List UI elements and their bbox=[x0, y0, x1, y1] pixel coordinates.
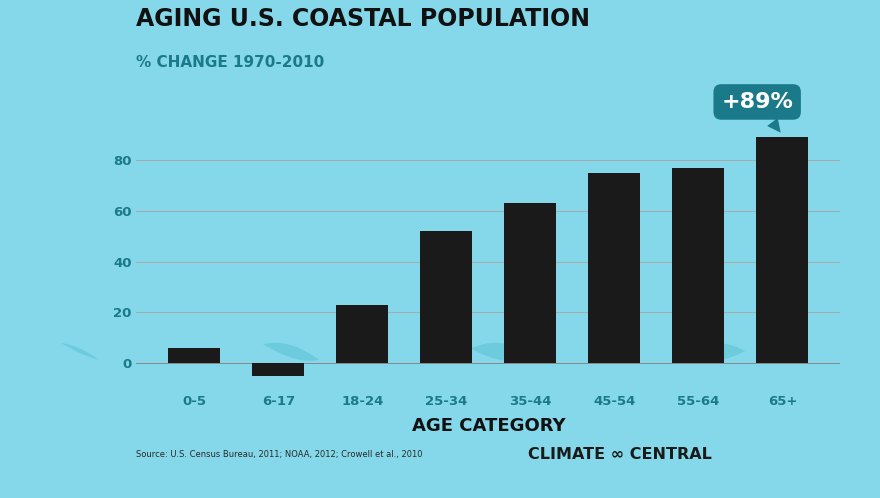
Text: CLIMATE ∞ CENTRAL: CLIMATE ∞ CENTRAL bbox=[528, 447, 712, 462]
Bar bbox=[168, 348, 221, 363]
Bar bbox=[253, 363, 304, 376]
X-axis label: AGE CATEGORY: AGE CATEGORY bbox=[412, 417, 565, 435]
Text: % CHANGE 1970-2010: % CHANGE 1970-2010 bbox=[136, 55, 325, 70]
Bar bbox=[672, 168, 724, 363]
Bar bbox=[756, 137, 809, 363]
Bar bbox=[504, 203, 556, 363]
Text: Source: U.S. Census Bureau, 2011; NOAA, 2012; Crowell et al., 2010: Source: U.S. Census Bureau, 2011; NOAA, … bbox=[136, 450, 423, 459]
Bar bbox=[589, 173, 641, 363]
Bar bbox=[336, 305, 388, 363]
Text: AGING U.S. COASTAL POPULATION: AGING U.S. COASTAL POPULATION bbox=[136, 7, 590, 31]
Bar bbox=[421, 231, 473, 363]
Text: +89%: +89% bbox=[722, 92, 793, 132]
